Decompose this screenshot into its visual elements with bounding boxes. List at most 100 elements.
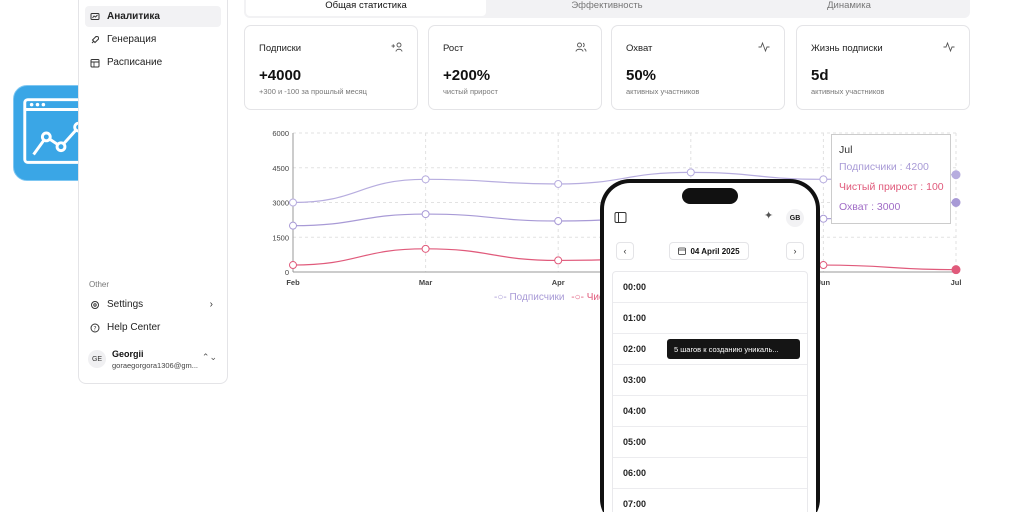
prev-day-button[interactable]: ‹ [616,242,634,260]
user-name: Georgii [112,348,144,359]
x-tick-label: Jul [951,278,962,287]
time-slot[interactable]: 07:00 [613,489,807,512]
tab-bar: Общая статистика Эффективность Динамика [244,0,970,18]
sidebar-group-label: Other [89,280,110,289]
user-menu[interactable]: GE Georgii goraegorgora1306@gm... ⌃⌄ [85,344,221,374]
card-value: +4000 [259,67,302,84]
slot-time: 07:00 [623,499,647,509]
phone-mockup: ✦ GB ‹ 04 April 2025 › 00:00 01:00 02:00… [600,179,820,512]
data-point [421,175,430,184]
card-title: Охват [626,43,653,54]
tooltip-row-net-growth: Чистый прирост : 100 [839,181,944,193]
time-slot[interactable]: 06:00 [613,458,807,489]
x-tick-label: Mar [419,278,432,287]
slot-time: 06:00 [623,468,647,478]
data-point [686,168,695,177]
stat-card-growth: Рост +200% чистый прирост [428,25,602,110]
y-tick-label: 6000 [272,129,289,138]
time-slot[interactable]: 01:00 [613,303,807,334]
activity-icon [758,41,770,53]
tab-dynamics[interactable]: Динамика [827,0,871,11]
tab-general-stats[interactable]: Общая статистика [246,0,486,16]
tooltip-row-subscribers: Подписчики : 4200 [839,161,929,173]
slot-time: 05:00 [623,437,647,447]
data-point [951,265,961,275]
data-point [819,214,828,223]
card-subtitle: активных участников [626,87,700,96]
help-icon: ? [90,323,100,333]
data-point [421,244,430,253]
time-slot[interactable]: 05:00 [613,427,807,458]
slot-time: 04:00 [623,406,647,416]
data-point [819,261,828,270]
chart-tooltip: Jul Подписчики : 4200 Чистый прирост : 1… [831,134,951,224]
stat-card-reach: Охват 50% активных участников [611,25,785,110]
y-tick-label: 3000 [272,199,289,208]
date-label: 04 April 2025 [690,246,740,256]
y-tick-label: 0 [285,268,289,277]
legend-label: Подписчики [509,292,565,303]
card-title: Жизнь подписки [811,43,883,54]
data-point [554,179,563,188]
activity-icon [943,41,955,53]
card-subtitle: +300 и -100 за прошлый месяц [259,87,367,96]
y-tick-label: 1500 [272,233,289,242]
sidebar-item-help[interactable]: ? Help Center [85,317,221,338]
slot-time: 02:00 [623,344,647,354]
card-value: 50% [626,67,657,84]
time-slot[interactable]: 04:00 [613,396,807,427]
x-tick-label: Jun [817,278,831,287]
chart-legend: -○- Подписчики -○- Чис [494,292,604,303]
phone-header: ✦ GB [604,208,816,230]
sidebar-item-settings[interactable]: Settings › [85,294,221,315]
legend-item-net-growth[interactable]: -○- Чис [571,292,605,303]
chevron-right-icon: › [209,299,213,310]
sidebar-item-label: Расписание [107,57,163,68]
data-point [951,198,961,207]
card-subtitle: активных участников [811,87,885,96]
y-tick-label: 4500 [272,164,289,173]
slot-time: 03:00 [623,375,647,385]
data-point [554,217,563,226]
data-point [421,210,430,219]
x-tick-label: Apr [552,278,565,287]
card-subtitle: чистый прирост [443,87,498,96]
dynamic-island [682,188,738,204]
time-slot[interactable]: 00:00 [613,272,807,303]
next-day-button[interactable]: › [786,242,804,260]
sidebar-item-schedule[interactable]: Расписание [85,52,221,73]
svg-text:?: ? [93,325,96,332]
data-point [951,170,961,180]
sidebar-item-label: Аналитика [107,11,160,22]
gear-icon [90,300,100,310]
sparkle-icon[interactable]: ✦ [764,210,774,222]
stat-card-subscription-life: Жизнь подписки 5d активных участников [796,25,970,110]
legend-item-subscribers[interactable]: -○- Подписчики [494,292,565,303]
sidebar-item-generation[interactable]: Генерация [85,29,221,50]
slot-time: 01:00 [623,313,647,323]
data-point [289,221,297,230]
calendar-icon [678,247,687,255]
time-slot[interactable]: 02:00 5 шагов к созданию уникаль... [613,334,807,365]
user-plus-icon [391,42,403,52]
data-point [289,198,297,207]
sidebar-item-analytics[interactable]: Аналитика [85,6,221,27]
tab-efficiency[interactable]: Эффективность [571,0,643,11]
avatar[interactable]: GB [786,209,804,227]
scheduled-post[interactable]: 5 шагов к созданию уникаль... [667,339,800,359]
users-icon [575,42,587,52]
data-point [289,261,297,270]
time-slot[interactable]: 03:00 [613,365,807,396]
data-point [819,175,828,184]
calendar-icon [90,58,100,68]
card-title: Подписки [259,43,302,54]
time-slot-list: 00:00 01:00 02:00 5 шагов к созданию уни… [612,271,808,512]
legend-label: Чис [586,292,605,303]
card-value: 5d [811,67,829,84]
rocket-icon [90,35,100,45]
card-value: +200% [443,67,491,84]
date-picker-button[interactable]: 04 April 2025 [669,242,749,260]
x-tick-label: Feb [286,278,300,287]
tooltip-row-reach: Охват : 3000 [839,201,901,213]
sidebar-toggle-icon[interactable] [614,211,627,224]
